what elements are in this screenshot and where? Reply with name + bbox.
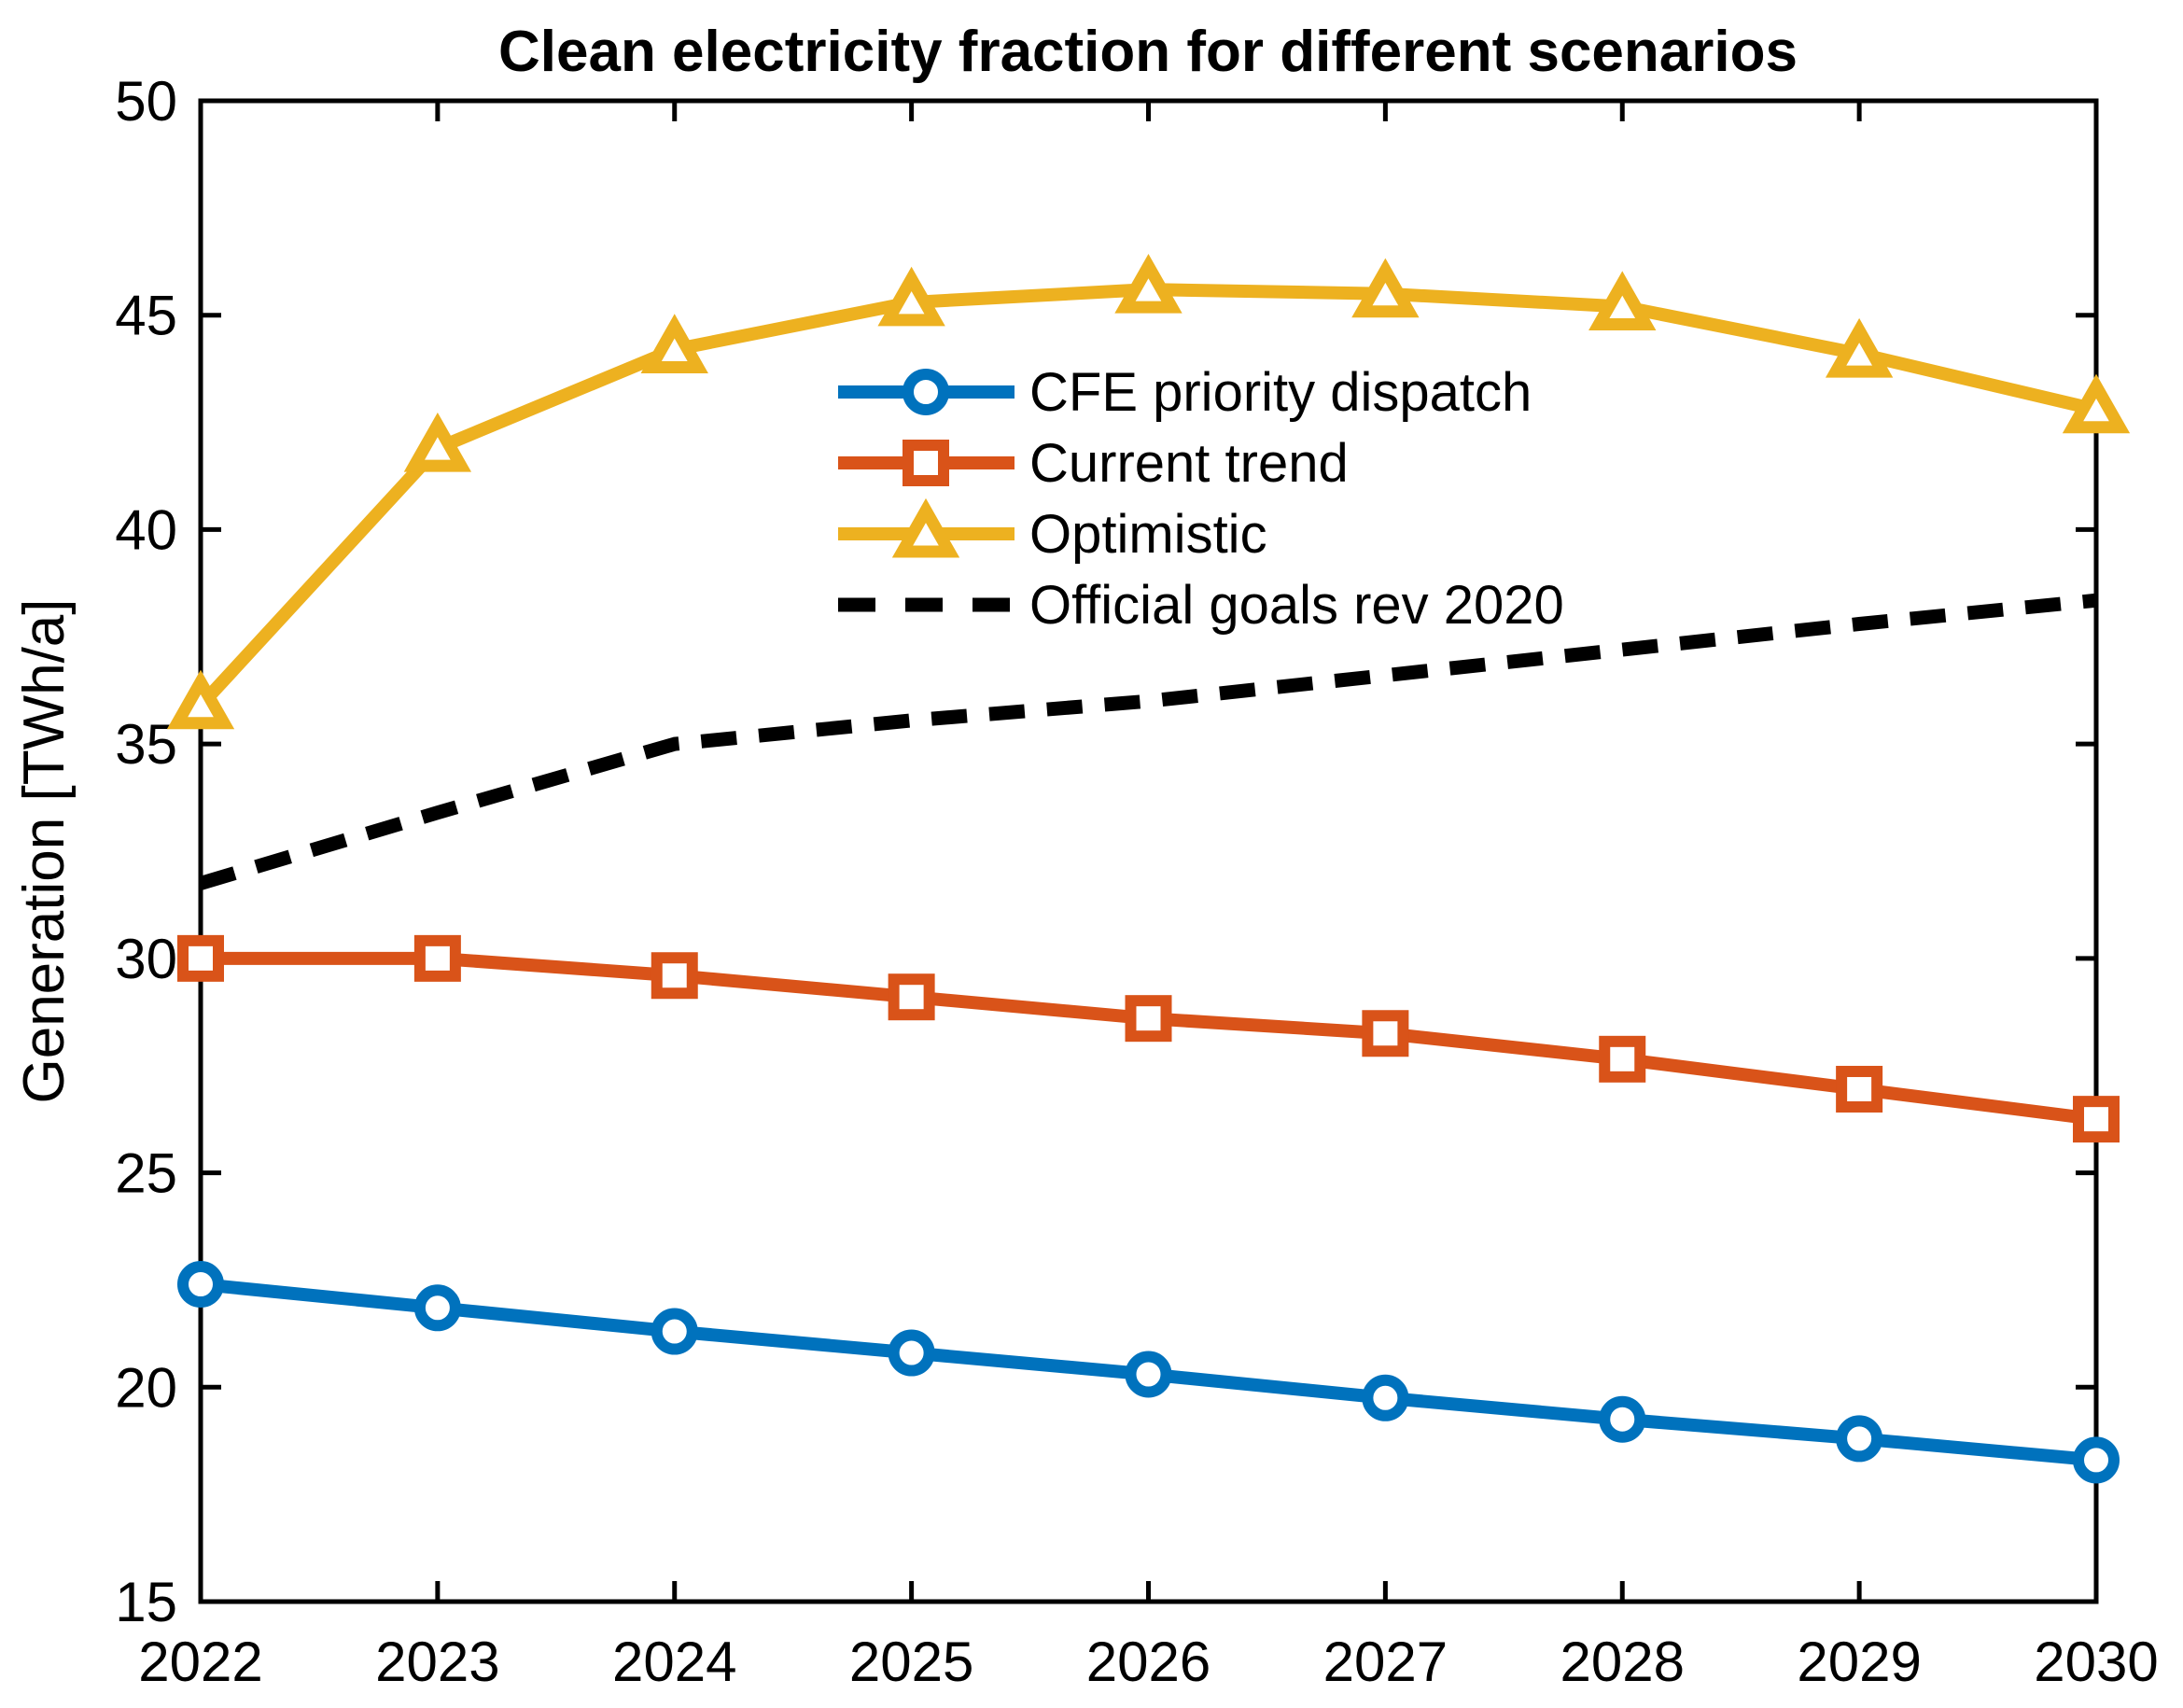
y-axis-label: Generation [TWh/a] <box>12 598 77 1103</box>
legend-item-cfe-priority-dispatch: CFE priority dispatch <box>838 362 1532 423</box>
marker-optimistic <box>1114 253 1182 314</box>
series-official-goals-rev-2020 <box>198 593 2097 890</box>
y-tick-label: 50 <box>115 70 177 133</box>
marker-current-trend <box>177 934 224 982</box>
legend-label: CFE priority dispatch <box>1029 362 1532 423</box>
legend: CFE priority dispatch Current trend Optimi… <box>838 362 1564 636</box>
marker-optimistic <box>2062 373 2131 434</box>
legend-item-official-goals-rev-2020: Official goals rev 2020 <box>838 575 1564 636</box>
marker-cfe-priority-dispatch <box>177 1261 224 1309</box>
x-tick-label: 2030 <box>2034 1631 2158 1693</box>
marker-optimistic <box>1588 271 1657 331</box>
series-optimistic <box>166 253 2131 730</box>
legend-swatch-marker <box>903 369 949 415</box>
marker-cfe-priority-dispatch <box>1362 1374 1409 1421</box>
x-tick-label: 2023 <box>375 1631 499 1693</box>
y-tick-label: 40 <box>115 498 177 561</box>
legend-item-current-trend: Current trend <box>838 433 1349 494</box>
marker-optimistic <box>877 266 945 327</box>
series-line-official-goals-rev-2020 <box>198 593 2097 890</box>
y-tick-label: 35 <box>115 713 177 776</box>
marker-optimistic <box>166 669 235 730</box>
legend-label: Official goals rev 2020 <box>1029 575 1564 636</box>
marker-cfe-priority-dispatch <box>888 1329 935 1377</box>
x-tick-label: 2024 <box>612 1631 736 1693</box>
marker-current-trend <box>1125 995 1172 1043</box>
y-tick-label: 15 <box>115 1571 177 1633</box>
marker-current-trend <box>1836 1065 1883 1113</box>
chart-title: Clean electricity fraction for different… <box>498 20 1798 84</box>
series-current-trend <box>177 934 2120 1143</box>
marker-current-trend <box>651 952 698 1000</box>
marker-current-trend <box>2073 1096 2120 1143</box>
y-tick-label: 20 <box>115 1356 177 1419</box>
marker-optimistic <box>403 412 472 472</box>
legend-swatch-marker <box>903 440 949 486</box>
marker-optimistic <box>640 314 708 373</box>
marker-current-trend <box>1599 1035 1646 1083</box>
marker-current-trend <box>888 973 935 1021</box>
marker-current-trend <box>413 934 461 982</box>
y-tick-label: 45 <box>115 285 177 347</box>
x-tick-label: 2027 <box>1323 1631 1448 1693</box>
legend-label: Optimistic <box>1029 504 1267 565</box>
marker-cfe-priority-dispatch <box>651 1308 698 1355</box>
marker-optimistic <box>1825 317 1894 378</box>
x-tick-label: 2026 <box>1086 1631 1210 1693</box>
series-cfe-priority-dispatch <box>177 1261 2120 1484</box>
marker-cfe-priority-dispatch <box>1599 1395 1646 1443</box>
x-tick-label: 2025 <box>849 1631 973 1693</box>
y-tick-label: 25 <box>115 1142 177 1205</box>
x-tick-label: 2028 <box>1560 1631 1685 1693</box>
marker-optimistic <box>1351 258 1420 318</box>
marker-current-trend <box>1362 1010 1409 1057</box>
series-line-optimistic <box>195 283 2098 710</box>
marker-cfe-priority-dispatch <box>1836 1415 1883 1463</box>
x-tick-label: 2029 <box>1797 1631 1921 1693</box>
y-tick-label: 30 <box>115 928 177 990</box>
x-tick-label: 2022 <box>138 1631 262 1693</box>
plot-area: 2022 2023 2024 2025 2026 2027 2028 2029 20301520… <box>115 70 2158 1693</box>
marker-cfe-priority-dispatch <box>2073 1436 2120 1484</box>
marker-cfe-priority-dispatch <box>1125 1351 1172 1398</box>
marker-cfe-priority-dispatch <box>413 1284 461 1332</box>
legend-swatch-marker <box>891 497 960 558</box>
legend-item-optimistic: Optimistic <box>838 497 1267 565</box>
legend-label: Current trend <box>1029 433 1349 494</box>
